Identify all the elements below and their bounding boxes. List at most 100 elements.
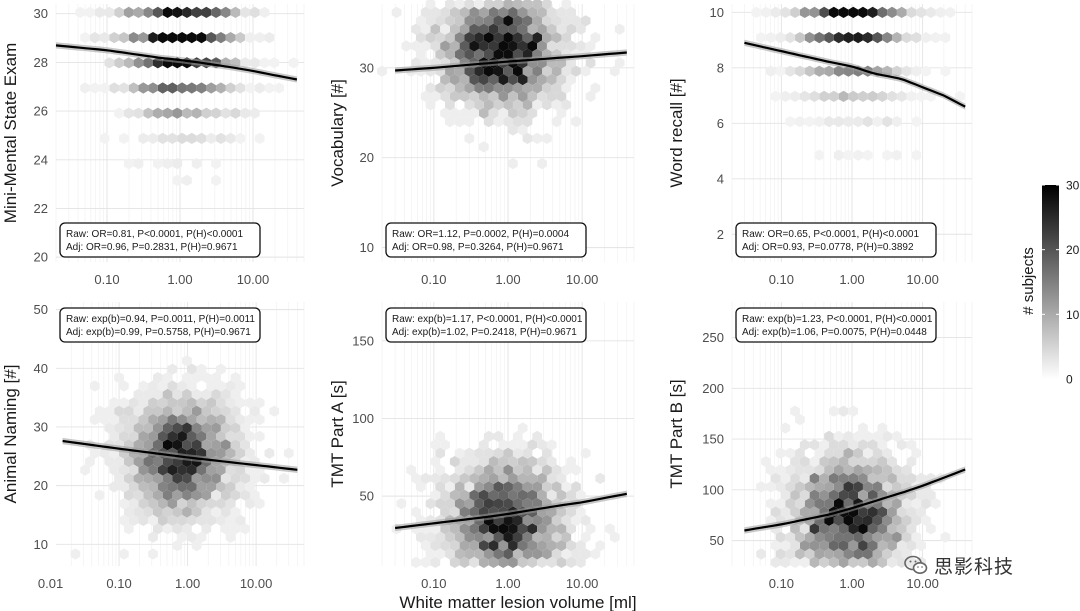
regression-line — [744, 468, 966, 532]
hexbin-cell — [191, 506, 202, 518]
hexbin-cell — [896, 439, 907, 451]
hexbin-cell — [542, 447, 552, 459]
hexbin-cell — [435, 464, 446, 476]
hexbin-cell — [464, 15, 475, 27]
hexbin-cell — [761, 6, 771, 18]
y-tick-label: 20 — [34, 478, 48, 493]
hexbin-cell — [561, 32, 572, 44]
hexbin-cell — [498, 107, 509, 119]
hexbin-cell — [245, 498, 255, 510]
hexbin-cell — [474, 15, 484, 27]
hexbin-cell — [235, 397, 246, 409]
hexbin-cell — [795, 464, 805, 476]
y-axis-title: Vocabulary [#] — [328, 79, 347, 187]
hexbin-cell — [537, 74, 547, 86]
hexbin-cell — [177, 132, 187, 144]
hexbin-cell — [770, 506, 781, 518]
hexbin-cell — [512, 498, 523, 510]
hexbin-cell — [872, 447, 883, 459]
hexbin-cell — [517, 456, 528, 468]
y-tick-label: 50 — [360, 489, 374, 504]
hexbin-cell — [804, 116, 815, 128]
hexbin-cell — [206, 397, 217, 409]
hexbin-cell — [546, 23, 557, 35]
hexbin-cell — [493, 498, 504, 510]
hexbin-cell — [887, 456, 897, 468]
hexbin-cell — [104, 405, 115, 417]
hexbin-cell — [469, 472, 479, 484]
hexbin-cell — [838, 540, 849, 552]
hexbin-cell — [191, 158, 202, 170]
hexbin-cell — [186, 82, 197, 94]
hexbin-cell — [167, 481, 178, 493]
hexbin-cell — [532, 514, 543, 526]
hexbin-cell — [235, 82, 246, 94]
hexbin-cell — [522, 0, 533, 10]
hexbin-cell — [561, 65, 572, 77]
hexbin-cell — [211, 422, 221, 434]
hexbin-cell — [795, 548, 805, 560]
hexbin-cell — [765, 65, 776, 77]
hexbin-cell — [128, 414, 139, 426]
hexbin-cell — [391, 6, 402, 18]
hexbin-cell — [493, 116, 504, 128]
hexbin-cell — [858, 439, 868, 451]
hexbin-cell — [790, 90, 800, 102]
hexbin-cell — [508, 6, 518, 18]
hexbin-cell — [517, 40, 528, 52]
hexbin-cell — [867, 456, 878, 468]
hexbin-cell — [283, 447, 294, 459]
hexbin-cell — [478, 23, 489, 35]
hexbin-cell — [814, 498, 825, 510]
hexbin-cell — [809, 540, 820, 552]
hexbin-cell — [191, 489, 202, 501]
hexbin-cell — [167, 132, 178, 144]
hexbin-cell — [833, 498, 844, 510]
hexbin-cell — [605, 523, 615, 535]
hexbin-cell — [148, 82, 158, 94]
hexbin-cell — [824, 498, 834, 510]
hexbin-cell — [264, 447, 275, 459]
hexbin-cell — [464, 0, 475, 10]
hexbin-cell — [503, 514, 513, 526]
y-tick-label: 150 — [352, 333, 374, 348]
hexbin-cell — [498, 472, 509, 484]
hexbin-cell — [245, 481, 255, 493]
hexbin-cell — [862, 531, 873, 543]
hexbin-cell — [503, 548, 513, 560]
hexbin-cell — [542, 132, 552, 144]
stats-line: Adj: OR=0.93, P=0.0778, P(H)=0.3892 — [742, 242, 914, 253]
hexbin-cell — [469, 506, 479, 518]
hexbin-cell — [148, 430, 158, 442]
hexbin-cell — [551, 531, 562, 543]
hexbin-cell — [89, 447, 100, 459]
hexbin-cell — [775, 481, 786, 493]
hexbin-cell — [240, 422, 250, 434]
hexbin-cell — [89, 32, 100, 44]
hexbin-cell — [896, 90, 907, 102]
hexbin-cell — [201, 6, 212, 18]
hexbin-cell — [882, 514, 893, 526]
hexbin-cell — [70, 548, 81, 560]
hexbin-cell — [177, 481, 187, 493]
hexbin-cell — [862, 32, 873, 44]
hexbin-cell — [517, 124, 528, 136]
hexbin-cell — [201, 472, 212, 484]
hexbin-cell — [799, 472, 810, 484]
hexbin-cell — [756, 548, 766, 560]
hexbin-cell — [833, 32, 844, 44]
hexbin-cell — [571, 65, 581, 77]
hexbin-cell — [775, 32, 786, 44]
hexbin-cell — [546, 489, 557, 501]
hexbin-cell — [425, 82, 436, 94]
hexbin-cell — [464, 464, 475, 476]
hexbin-cell — [819, 6, 829, 18]
hexbin-cell — [148, 464, 158, 476]
hexbin-cell — [99, 414, 110, 426]
hexbin-cell — [216, 464, 226, 476]
hexbin-cell — [503, 0, 513, 10]
hexbin-cell — [508, 489, 518, 501]
hexbin-cell — [609, 65, 620, 77]
hexbin-cell — [464, 531, 475, 543]
hexbin-cell — [795, 531, 805, 543]
